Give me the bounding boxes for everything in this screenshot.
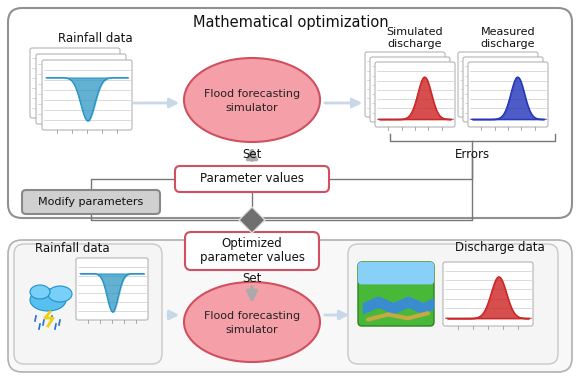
Ellipse shape (30, 289, 66, 311)
Text: Flood forecasting: Flood forecasting (204, 311, 300, 321)
FancyBboxPatch shape (443, 262, 533, 326)
FancyBboxPatch shape (36, 54, 126, 124)
FancyBboxPatch shape (175, 166, 329, 192)
Text: Set: Set (242, 271, 262, 285)
FancyBboxPatch shape (463, 57, 543, 122)
FancyBboxPatch shape (458, 52, 538, 117)
FancyBboxPatch shape (76, 258, 148, 320)
FancyBboxPatch shape (30, 48, 120, 118)
Text: Optimized: Optimized (222, 238, 282, 250)
Text: parameter values: parameter values (200, 252, 304, 264)
FancyBboxPatch shape (358, 262, 434, 284)
FancyBboxPatch shape (22, 190, 160, 214)
FancyBboxPatch shape (375, 62, 455, 127)
Text: Simulated
discharge: Simulated discharge (386, 27, 443, 49)
Text: simulator: simulator (226, 325, 278, 335)
FancyBboxPatch shape (365, 52, 445, 117)
FancyBboxPatch shape (8, 240, 572, 372)
Ellipse shape (30, 285, 50, 299)
Text: Flood forecasting: Flood forecasting (204, 89, 300, 99)
FancyBboxPatch shape (370, 57, 450, 122)
FancyBboxPatch shape (14, 244, 162, 364)
FancyBboxPatch shape (468, 62, 548, 127)
Text: Mathematical optimization: Mathematical optimization (193, 14, 389, 30)
Text: Modify parameters: Modify parameters (38, 197, 144, 207)
FancyBboxPatch shape (42, 60, 132, 130)
Text: Discharge data: Discharge data (455, 242, 545, 255)
Text: Rainfall data: Rainfall data (58, 32, 132, 44)
Text: Rainfall data: Rainfall data (35, 242, 109, 255)
FancyBboxPatch shape (8, 8, 572, 218)
FancyBboxPatch shape (185, 232, 319, 270)
Text: simulator: simulator (226, 103, 278, 113)
Text: Measured
discharge: Measured discharge (481, 27, 535, 49)
FancyBboxPatch shape (348, 244, 558, 364)
Ellipse shape (184, 282, 320, 362)
Polygon shape (239, 207, 265, 233)
Ellipse shape (48, 286, 72, 302)
Text: Errors: Errors (455, 147, 489, 160)
Ellipse shape (184, 58, 320, 142)
Text: Parameter values: Parameter values (200, 173, 304, 185)
Text: Set: Set (242, 147, 262, 160)
FancyBboxPatch shape (358, 262, 434, 326)
